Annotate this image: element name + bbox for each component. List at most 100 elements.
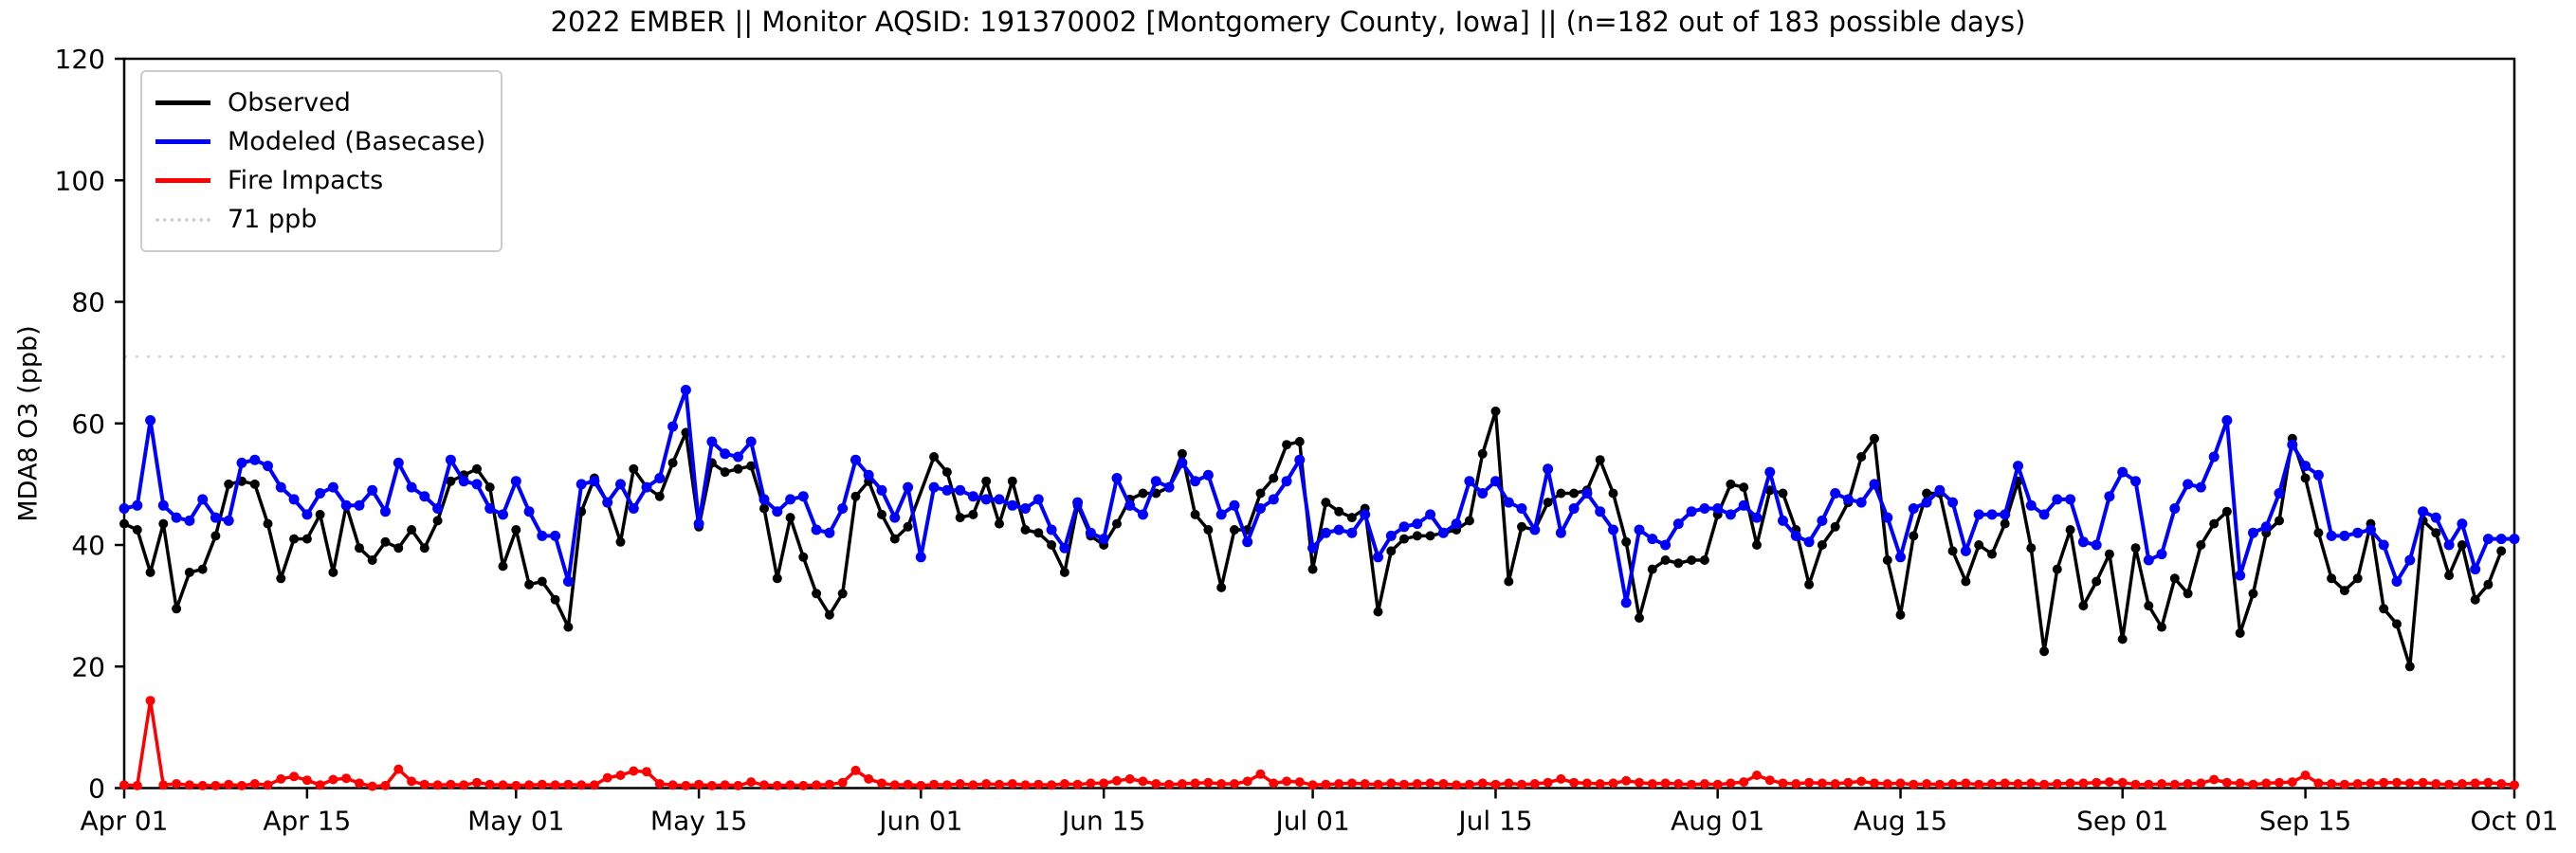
data-point	[510, 476, 521, 487]
data-point	[981, 779, 992, 789]
data-point	[1608, 488, 1618, 499]
data-point	[1660, 555, 1671, 565]
data-point	[745, 436, 757, 447]
data-point	[2327, 779, 2337, 789]
data-point	[2248, 527, 2258, 538]
data-point	[2104, 491, 2115, 502]
data-point	[1595, 506, 1606, 517]
data-point	[941, 467, 952, 478]
data-point	[785, 494, 796, 505]
data-point	[1386, 546, 1397, 556]
data-point	[2104, 549, 2114, 559]
modeled-line-swatch	[155, 139, 210, 144]
data-point	[1294, 454, 1306, 465]
data-point	[2117, 634, 2128, 644]
data-point	[2430, 512, 2441, 523]
data-point	[1425, 778, 1435, 789]
data-point	[550, 594, 560, 605]
data-point	[2052, 494, 2063, 505]
data-point	[1033, 779, 1044, 789]
data-point	[641, 481, 652, 493]
data-point	[2209, 518, 2220, 529]
data-point	[210, 512, 221, 523]
data-point	[419, 779, 429, 789]
data-point	[1726, 778, 1736, 789]
data-point	[1672, 518, 1684, 530]
data-point	[2092, 576, 2102, 587]
data-point	[1778, 488, 1788, 499]
data-point	[968, 509, 978, 519]
data-point	[1543, 498, 1553, 508]
data-point	[2052, 779, 2062, 789]
data-point	[955, 779, 965, 789]
data-point	[1072, 779, 1083, 789]
data-point	[798, 552, 809, 562]
data-point	[237, 780, 247, 790]
x-tick-label: Oct 01	[2471, 806, 2559, 837]
data-point	[184, 515, 195, 526]
data-point	[667, 458, 678, 468]
data-point	[812, 589, 822, 599]
data-point	[1961, 576, 1971, 587]
data-point	[1425, 531, 1435, 541]
data-point	[1974, 779, 1984, 789]
data-point	[184, 780, 194, 790]
data-point	[484, 482, 495, 493]
data-point	[850, 491, 861, 501]
data-point	[2169, 573, 2180, 584]
data-point	[1177, 457, 1188, 468]
data-point	[941, 780, 952, 790]
data-point	[2326, 530, 2337, 541]
data-point	[249, 479, 260, 489]
data-point	[275, 481, 286, 493]
data-point	[380, 780, 391, 790]
data-point	[1190, 476, 1201, 487]
data-point	[524, 579, 535, 590]
data-point	[733, 463, 743, 474]
data-point	[2026, 543, 2037, 554]
series-modeled-basecase-	[119, 385, 2520, 608]
data-point	[2418, 777, 2428, 788]
data-point	[1307, 780, 1318, 790]
data-point	[1360, 509, 1371, 520]
data-point	[563, 622, 574, 632]
data-point	[1020, 525, 1031, 535]
data-point	[459, 780, 469, 790]
data-point	[629, 766, 639, 776]
data-point	[2144, 779, 2154, 789]
x-tick-label: May 15	[650, 806, 747, 837]
data-point	[2130, 543, 2141, 554]
data-point	[746, 777, 757, 788]
data-point	[2431, 779, 2441, 789]
data-point	[550, 530, 561, 541]
data-point	[263, 780, 273, 790]
data-point	[1007, 499, 1018, 511]
data-point	[1869, 479, 1880, 490]
data-point	[1282, 776, 1292, 787]
data-point	[511, 525, 521, 535]
data-point	[2078, 601, 2089, 611]
data-point	[498, 780, 508, 790]
data-point	[1855, 497, 1867, 508]
data-point	[2169, 503, 2181, 514]
y-tick-label: 120	[55, 44, 105, 75]
data-point	[2000, 778, 2010, 789]
data-point	[1660, 539, 1672, 551]
series-line	[123, 699, 2515, 789]
threshold-line-swatch	[155, 217, 210, 222]
legend-item-fire: Fire Impacts	[155, 161, 485, 200]
series-line	[123, 388, 2514, 605]
data-point	[2038, 509, 2050, 520]
data-point	[1373, 607, 1383, 617]
data-point	[915, 552, 926, 563]
x-tick-label: Aug 01	[1671, 806, 1764, 837]
data-point	[1281, 476, 1292, 487]
data-point	[341, 773, 352, 784]
data-point	[1046, 524, 1057, 535]
data-point	[1987, 549, 1997, 559]
data-point	[2065, 525, 2075, 535]
data-point	[2444, 779, 2455, 789]
data-point	[1712, 779, 1723, 789]
data-point	[2261, 778, 2272, 789]
